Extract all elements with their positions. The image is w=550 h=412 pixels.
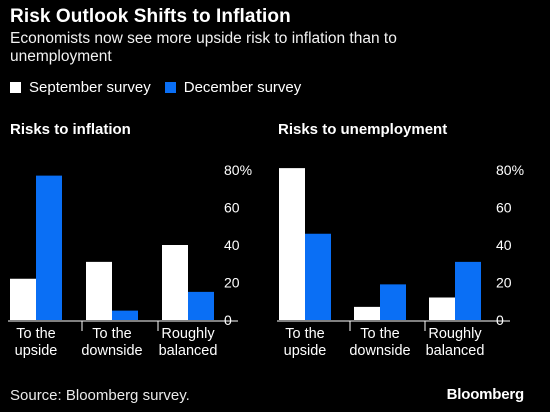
y-tick-label: 60	[224, 200, 240, 216]
chart-subtitle: Economists now see more upside risk to i…	[10, 30, 397, 65]
x-tick-label: Roughly balanced	[426, 326, 485, 359]
bar-september	[86, 261, 112, 320]
y-tick-label: 80%	[496, 162, 524, 178]
x-tick-label: Roughly balanced	[159, 326, 218, 359]
y-tick-label: 40	[496, 237, 512, 253]
x-tick-label: To the upside	[284, 326, 327, 359]
legend-label-december: December survey	[183, 79, 302, 96]
x-tick-label: To the upside	[15, 326, 58, 359]
x-tick-label: To the downside	[349, 326, 410, 359]
bar-december	[112, 310, 138, 320]
legend-item-september: September survey	[10, 79, 151, 96]
bar-september	[429, 297, 455, 320]
bar-september	[162, 245, 188, 320]
bar-september	[279, 168, 305, 320]
y-tick-label: 20	[496, 275, 512, 291]
y-tick-label: 0	[224, 312, 232, 328]
bar-december	[305, 233, 331, 320]
source-note: Source: Bloomberg survey.	[10, 387, 190, 404]
bloomberg-logo: Bloomberg	[446, 386, 525, 403]
y-tick-label: 20	[224, 275, 240, 291]
y-tick-label: 40	[224, 237, 240, 253]
legend-label-september: September survey	[29, 79, 151, 96]
chart-title: Risk Outlook Shifts to Inflation	[10, 6, 291, 27]
bar-december	[36, 175, 62, 320]
bar-december	[380, 284, 406, 320]
panel-title-inflation: Risks to inflation	[10, 121, 131, 138]
legend-swatch-september	[10, 82, 21, 93]
legend: September survey December survey	[10, 79, 315, 96]
panel-title-unemployment: Risks to unemployment	[278, 121, 448, 138]
y-tick-label: 0	[496, 312, 504, 328]
legend-item-december: December survey	[164, 79, 302, 96]
x-tick-label: To the downside	[81, 326, 142, 359]
bar-december	[188, 291, 214, 320]
y-tick-label: 60	[496, 200, 512, 216]
y-tick-label: 80%	[224, 162, 252, 178]
bar-december	[455, 261, 481, 320]
bar-september	[10, 278, 36, 320]
bar-september	[354, 306, 380, 320]
legend-swatch-december	[164, 82, 176, 93]
